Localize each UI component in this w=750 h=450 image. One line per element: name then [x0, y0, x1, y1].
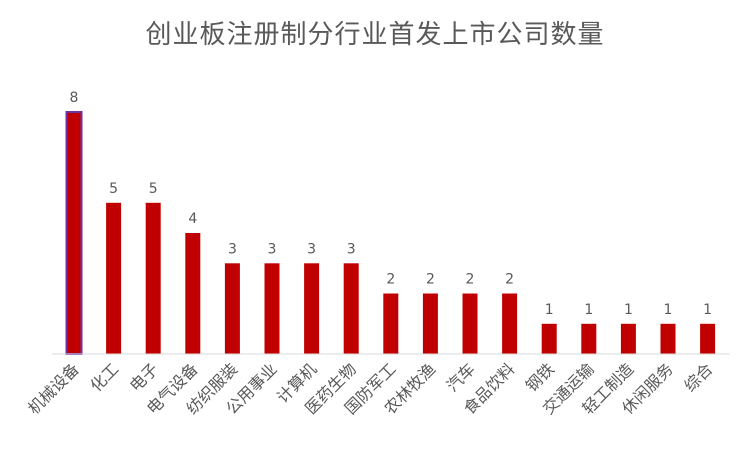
bar-8	[343, 263, 359, 355]
bar-15	[620, 323, 636, 355]
data-label-1: 8	[70, 90, 79, 106]
data-label-7: 3	[307, 241, 316, 257]
data-label-13: 1	[545, 302, 554, 318]
bar-14	[581, 323, 597, 355]
chart-title: 创业板注册制分行业首发上市公司数量	[145, 20, 605, 50]
data-label-14: 1	[584, 302, 593, 318]
bar-9	[383, 293, 399, 354]
data-label-9: 2	[386, 272, 395, 288]
bar-4	[185, 233, 201, 354]
data-label-15: 1	[624, 302, 633, 318]
data-label-6: 3	[268, 241, 277, 257]
bar-6	[264, 263, 280, 355]
bar-3	[145, 202, 161, 355]
data-label-4: 4	[188, 211, 197, 227]
bar-5	[224, 263, 240, 355]
x-tick-label-1: 机械设备	[24, 359, 83, 418]
data-label-5: 3	[228, 241, 237, 257]
bar-16	[660, 323, 676, 355]
x-tick-label-17: 综合	[680, 359, 716, 395]
data-label-3: 5	[149, 181, 158, 197]
data-label-10: 2	[426, 272, 435, 288]
data-label-12: 2	[505, 272, 514, 288]
data-label-11: 2	[466, 272, 475, 288]
data-label-2: 5	[109, 181, 118, 197]
bar-2	[106, 202, 122, 355]
data-label-16: 1	[664, 302, 673, 318]
bar-10	[422, 293, 438, 354]
x-tick-label-2: 化工	[86, 359, 122, 395]
data-label-8: 3	[347, 241, 356, 257]
data-label-17: 1	[703, 302, 712, 318]
bar-1	[65, 111, 83, 355]
bar-13	[541, 323, 557, 355]
bar-7	[304, 263, 320, 355]
bar-17	[700, 323, 716, 355]
bar-12	[502, 293, 518, 354]
bar-11	[462, 293, 478, 354]
